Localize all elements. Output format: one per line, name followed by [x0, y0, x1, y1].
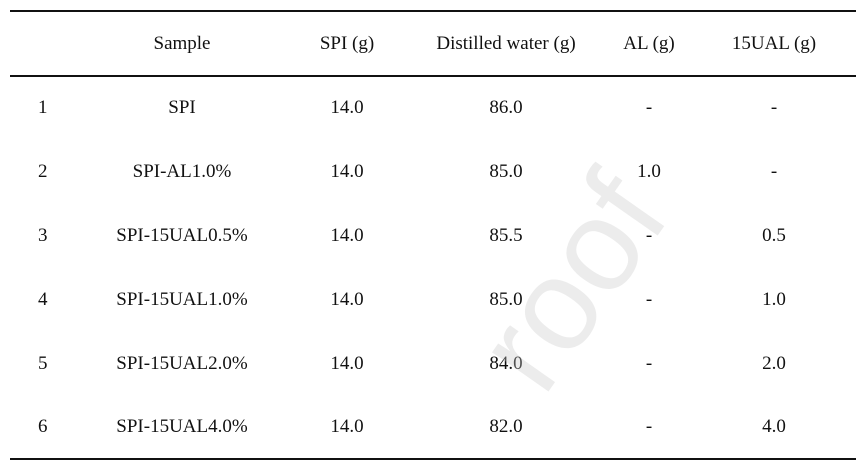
- sample-name: SPI-15UAL2.0%: [116, 353, 248, 374]
- water-value: 85.0: [489, 289, 523, 310]
- spi-value: 14.0: [330, 416, 364, 437]
- water-value: 84.0: [489, 353, 523, 374]
- table-bottom-rule: [10, 458, 856, 460]
- journal-pre-proof-watermark: roof: [446, 147, 695, 415]
- sample-name: SPI: [168, 97, 196, 118]
- header-sample: Sample: [153, 33, 211, 54]
- row-number: 2: [38, 161, 48, 182]
- ual-value: 0.5: [762, 225, 786, 246]
- al-value: -: [645, 97, 653, 118]
- header-al: AL (g): [623, 33, 675, 54]
- sample-name: SPI-15UAL1.0%: [116, 289, 248, 310]
- row-number: 4: [38, 289, 48, 310]
- sample-name: SPI-15UAL4.0%: [116, 416, 248, 437]
- ual-value: 4.0: [762, 416, 786, 437]
- water-value: 86.0: [489, 97, 523, 118]
- spi-value: 14.0: [330, 353, 364, 374]
- water-value: 85.0: [489, 161, 523, 182]
- water-value: 85.5: [489, 225, 523, 246]
- al-value: -: [645, 289, 653, 310]
- header-15ual: 15UAL (g): [731, 33, 817, 54]
- header-distilled-water: Distilled water (g): [436, 33, 576, 54]
- al-value: -: [645, 416, 653, 437]
- water-value: 82.0: [489, 416, 523, 437]
- row-number: 3: [38, 225, 48, 246]
- ual-value: -: [770, 161, 778, 182]
- sample-name: SPI-AL1.0%: [132, 161, 232, 182]
- sample-name: SPI-15UAL0.5%: [116, 225, 248, 246]
- header-spi: SPI (g): [319, 33, 375, 54]
- spi-value: 14.0: [330, 161, 364, 182]
- table-header-rule: [10, 75, 856, 77]
- spi-value: 14.0: [330, 225, 364, 246]
- spi-value: 14.0: [330, 97, 364, 118]
- al-value: 1.0: [637, 161, 661, 182]
- al-value: -: [645, 353, 653, 374]
- al-value: -: [645, 225, 653, 246]
- ual-value: 2.0: [762, 353, 786, 374]
- ual-value: -: [770, 97, 778, 118]
- row-number: 5: [38, 353, 48, 374]
- row-number: 1: [38, 97, 48, 118]
- spi-value: 14.0: [330, 289, 364, 310]
- row-number: 6: [38, 416, 48, 437]
- ual-value: 1.0: [762, 289, 786, 310]
- table-top-rule: [10, 10, 856, 12]
